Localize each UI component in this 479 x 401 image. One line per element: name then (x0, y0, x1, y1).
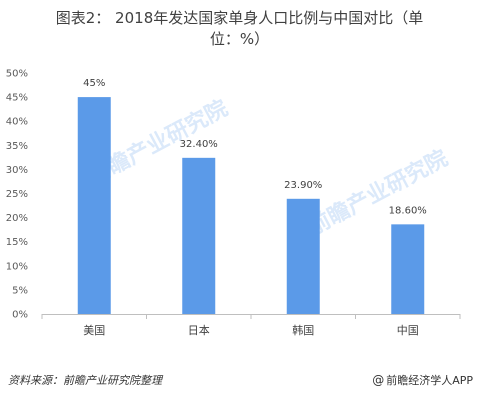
bar (182, 157, 216, 314)
y-tick-label: 35% (6, 141, 28, 152)
data-label: 45% (83, 78, 105, 89)
y-tick-label: 40% (6, 117, 28, 128)
brand-credit: @ 前瞻经济学人APP (372, 372, 473, 388)
y-tick-label: 25% (6, 189, 28, 200)
y-tick-label: 50% (6, 69, 28, 80)
y-tick-label: 15% (6, 237, 28, 248)
x-tick-label: 日本 (188, 323, 210, 337)
chart-title-line2: 位：%） (209, 30, 270, 48)
y-tick-label: 30% (6, 165, 28, 176)
x-tick-label: 美国 (83, 324, 105, 337)
y-tick-label: 5% (12, 285, 28, 296)
at-sign-icon: @ (372, 373, 385, 387)
bar (286, 198, 320, 314)
bar (77, 97, 111, 314)
y-tick-label: 45% (6, 93, 28, 104)
x-tick-label: 韩国 (292, 323, 314, 337)
data-label: 32.40% (180, 139, 218, 150)
source-note: 资料来源：前瞻产业研究院整理 (8, 374, 162, 387)
x-tick-label: 中国 (397, 324, 419, 337)
y-tick-label: 20% (6, 213, 28, 224)
chart-title-line1: 图表2： 2018年发达国家单身人口比例与中国对比（单 (55, 9, 424, 27)
chart-title: 图表2： 2018年发达国家单身人口比例与中国对比（单 位：%） (0, 8, 479, 50)
brand-text: 前瞻经济学人APP (386, 374, 473, 387)
bar (391, 224, 425, 314)
data-label: 18.60% (389, 205, 427, 216)
y-tick-label: 0% (12, 310, 28, 321)
data-label: 23.90% (284, 180, 322, 191)
y-tick-label: 10% (6, 261, 28, 272)
